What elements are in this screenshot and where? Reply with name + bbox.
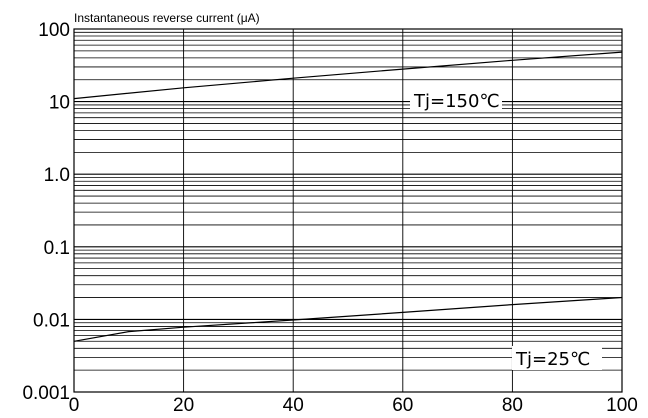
y-tick-label: 0.001 xyxy=(22,383,70,404)
y-tick-label: 100 xyxy=(38,20,70,41)
annotation-bg xyxy=(512,346,602,370)
x-tick-label: 80 xyxy=(502,395,523,416)
x-tick-label: 20 xyxy=(173,395,194,416)
series-lines xyxy=(73,51,623,342)
x-tick-label: 0 xyxy=(69,395,80,416)
x-tick-label: 40 xyxy=(283,395,304,416)
tick-labels: 0.001 0.01 0.1 1.0 10 100 0 20 40 60 80 100 xyxy=(22,20,637,416)
y-tick-label: 1.0 xyxy=(44,165,70,186)
series-annotation: Tj=25℃ xyxy=(515,349,590,370)
grid xyxy=(73,29,623,393)
annotation-bg xyxy=(410,88,502,112)
series-line-0 xyxy=(73,51,623,100)
series-line-1 xyxy=(73,296,623,342)
x-tick-label: 60 xyxy=(392,395,413,416)
series-annotation: Tj=150℃ xyxy=(413,91,500,112)
y-axis-label: Instantaneous reverse current (μA) xyxy=(74,11,260,25)
y-tick-label: 0.1 xyxy=(44,238,70,259)
x-tick-label: 100 xyxy=(606,395,638,416)
plot-frame xyxy=(73,28,623,393)
y-tick-label: 10 xyxy=(49,93,70,114)
series-annotations: Tj=150℃ Tj=25℃ xyxy=(410,88,602,370)
y-tick-label: 0.01 xyxy=(33,310,70,331)
